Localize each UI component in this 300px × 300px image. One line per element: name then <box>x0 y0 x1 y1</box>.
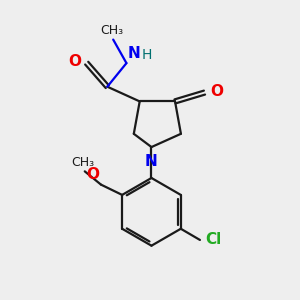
Text: H: H <box>142 48 152 62</box>
Text: Cl: Cl <box>205 232 221 247</box>
Text: O: O <box>210 84 223 99</box>
Text: N: N <box>145 154 157 169</box>
Text: CH₃: CH₃ <box>72 156 95 169</box>
Text: N: N <box>128 46 141 61</box>
Text: CH₃: CH₃ <box>100 24 123 37</box>
Text: O: O <box>68 54 81 69</box>
Text: O: O <box>86 167 100 182</box>
